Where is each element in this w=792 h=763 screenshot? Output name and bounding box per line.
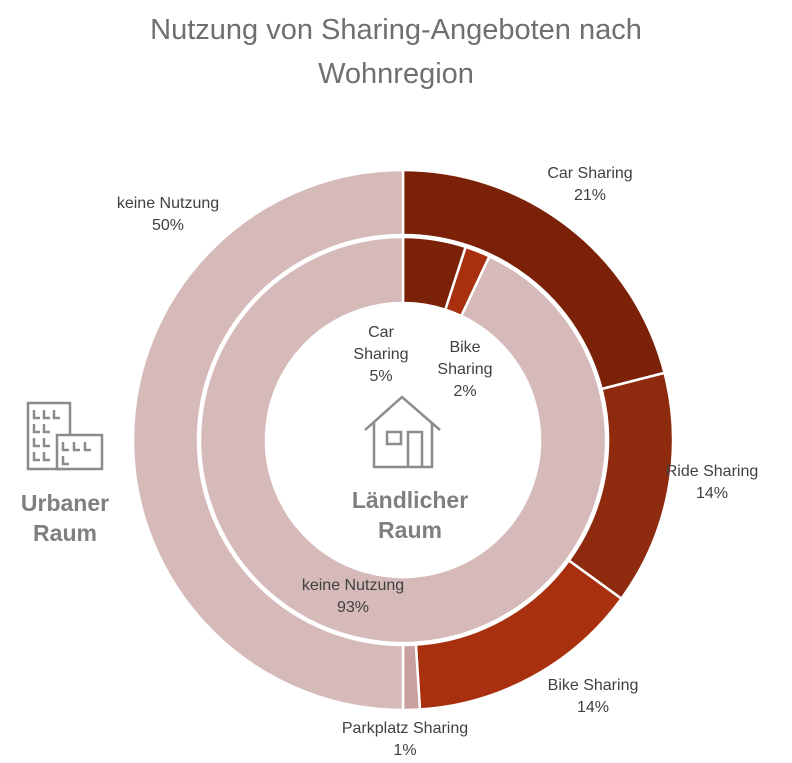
data-label: Bike Sharing 14% <box>548 675 639 719</box>
category-label: Bike Sharing <box>437 339 493 378</box>
category-label: Car Sharing <box>353 324 409 363</box>
house-icon <box>364 395 441 469</box>
value-label: 14% <box>695 485 729 502</box>
building-icon <box>26 401 104 471</box>
data-label: Car Sharing 21% <box>547 163 632 207</box>
data-label: keine Nutzung 50% <box>117 193 219 237</box>
value-label: 2% <box>453 383 477 400</box>
category-label: Car Sharing <box>547 165 633 182</box>
ring-name: Ländlicher Raum <box>351 487 469 543</box>
category-label: Ride Sharing <box>665 463 759 480</box>
value-label: 50% <box>151 217 185 234</box>
value-label: 5% <box>369 368 393 385</box>
data-label: Bike Sharing 2% <box>433 337 497 403</box>
data-label: keine Nutzung 93% <box>302 575 404 619</box>
category-label: Bike Sharing <box>547 677 639 694</box>
ring-name: Urbaner Raum <box>20 490 110 546</box>
category-label: keine Nutzung <box>116 195 220 212</box>
chart-title: Nutzung von Sharing-Angeboten nach Wohnr… <box>150 14 642 90</box>
value-label: 14% <box>576 699 610 716</box>
donut-segment <box>131 168 405 712</box>
donut-segment <box>401 643 422 712</box>
data-label: Car Sharing 5% <box>349 322 413 388</box>
donut-segment <box>198 235 608 645</box>
category-label: keine Nutzung <box>301 577 405 594</box>
value-label: 21% <box>573 187 607 204</box>
data-label: Ride Sharing 14% <box>666 461 759 505</box>
category-label: Parkplatz Sharing <box>341 720 469 737</box>
data-label: Parkplatz Sharing 1% <box>342 718 468 762</box>
value-label: 93% <box>336 599 370 616</box>
value-label: 1% <box>393 742 417 759</box>
